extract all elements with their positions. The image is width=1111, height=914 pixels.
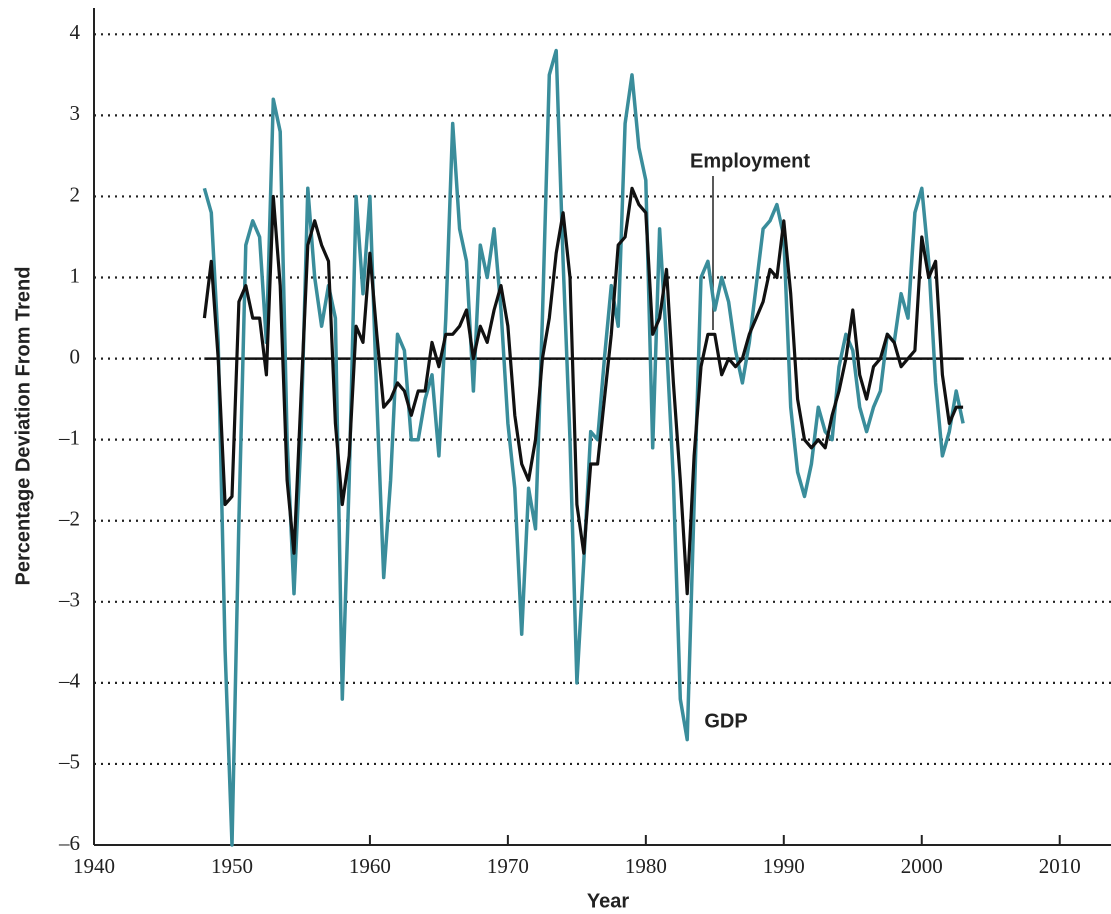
annotation: GDP	[704, 710, 747, 732]
y-tick-label: 0	[70, 344, 81, 368]
x-tick-label: 2000	[901, 854, 943, 878]
y-tick-label: 4	[70, 20, 81, 44]
x-tick-label: 1980	[625, 854, 667, 878]
y-tick-label: –2	[58, 507, 80, 531]
y-tick-label: –1	[58, 425, 80, 449]
y-tick-label: 2	[70, 182, 81, 206]
x-tick-label: 2010	[1039, 854, 1081, 878]
annotation: Employment	[690, 150, 810, 172]
data-line	[202, 48, 965, 847]
x-axis-label: Year	[587, 890, 629, 912]
y-axis-label: Percentage Deviation From Trend	[12, 267, 34, 586]
y-tick-label: 3	[70, 101, 81, 125]
x-tick-label: 1990	[763, 854, 805, 878]
x-tick-label: 1950	[211, 854, 253, 878]
y-tick-label: 1	[70, 263, 81, 287]
x-tick-label: 1970	[487, 854, 529, 878]
data-line	[202, 186, 964, 596]
y-tick-label: –6	[58, 831, 80, 855]
y-tick-label: –3	[58, 588, 80, 612]
y-tick-label: –5	[58, 750, 80, 774]
x-tick-label: 1940	[73, 854, 115, 878]
y-tick-label: –4	[58, 669, 81, 693]
x-tick-label: 1960	[349, 854, 391, 878]
